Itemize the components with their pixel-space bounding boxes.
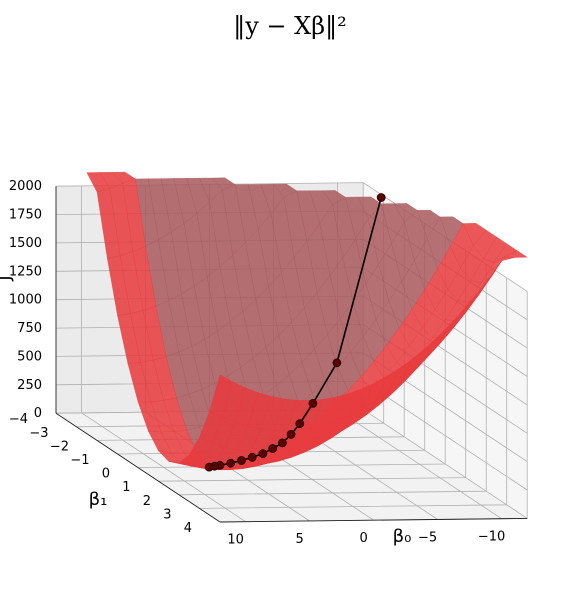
y-tick-label: 4 [184,521,192,536]
descent-point [376,193,386,202]
descent-point [286,429,296,439]
descent-point [237,456,246,465]
y-tick-label: 0 [102,467,110,482]
z-tick-label: 1750 [9,208,42,223]
descent-point [332,358,342,368]
x-tick-label: 0 [359,531,367,546]
descent-point [295,419,305,429]
descent-point [226,458,236,468]
z-tick-label: 250 [17,378,42,393]
z-axis-label: J [0,275,15,281]
descent-point [247,452,257,462]
descent-point [204,462,214,472]
descent-point [258,449,268,459]
z-tick-label: 0 [34,406,42,421]
z-tick-label: 750 [17,321,42,336]
descent-path [204,193,386,472]
descent-point [268,444,278,453]
x-tick-label: 10 [227,533,244,548]
z-tick-label: 1500 [9,236,42,251]
chart-title: ‖y − Xβ‖² [233,12,347,41]
z-tick-label: 2000 [9,179,42,194]
y-tick-label: −3 [29,426,48,441]
z-tick-label: 1250 [9,264,42,279]
descent-point [277,438,287,448]
x-axis-line [219,517,528,523]
descent-point [308,398,318,408]
axis-tick-labels: −10−50510−4−3−2−101234025050075010001250… [9,179,505,548]
z-tick-label: 500 [17,349,42,364]
y-tick-label: 2 [143,494,151,509]
y-tick-label: 3 [163,507,171,522]
y-tick-label: 1 [122,480,130,495]
y-axis-label: β₁ [89,489,108,510]
x-tick-label: −5 [418,531,437,546]
y-tick-label: −1 [70,453,89,468]
y-axis-line [55,412,221,523]
x-tick-label: −10 [478,530,505,545]
x-tick-label: 5 [295,532,303,547]
x-axis-label: β₀ [393,526,412,547]
y-tick-label: −4 [9,412,28,427]
y-tick-label: −2 [50,439,69,454]
surface-patch [209,374,233,418]
z-tick-label: 1000 [9,293,42,308]
loss-surface [86,171,528,470]
